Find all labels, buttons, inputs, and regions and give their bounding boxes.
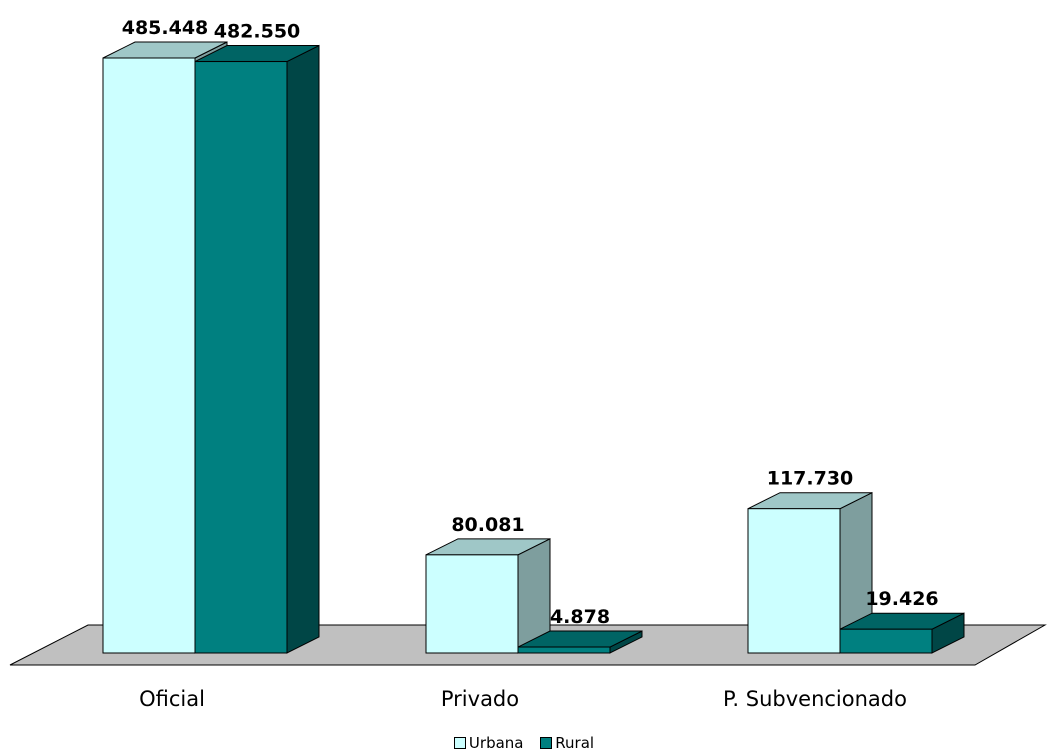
category-labels-group: Oficial Privado P. Subvencionado <box>139 687 907 711</box>
category-label: Privado <box>441 687 519 711</box>
legend-label-rural: Rural <box>555 734 595 752</box>
bar-p-subvencionado-rural <box>839 612 965 654</box>
bar-p-subvencionado-urbana <box>747 491 873 654</box>
category-label: Oficial <box>139 687 205 711</box>
legend-label-urbana: Urbana <box>468 734 524 752</box>
value-label-oficial-urbana: 485.448 <box>122 17 209 39</box>
legend-swatch-urbana <box>453 737 466 749</box>
bar-front-p-subvencionado-urbana <box>747 508 841 654</box>
value-label-oficial-rural: 482.550 <box>214 21 301 43</box>
value-label-p-subvencionado-rural: 19.426 <box>865 588 938 610</box>
bar-privado-rural <box>517 630 643 654</box>
bar-front-privado-urbana <box>425 554 519 654</box>
bars-group <box>102 41 965 654</box>
value-labels-group: 485.448 482.550 80.081 4.878 117.730 19.426 <box>122 17 939 628</box>
legend-item-rural: Rural <box>540 734 594 752</box>
bar-side-oficial-rural <box>286 44 320 654</box>
bar-front-oficial-rural <box>194 61 288 654</box>
value-label-privado-rural: 4.878 <box>550 606 610 628</box>
legend-swatch-rural <box>540 737 553 749</box>
bar-front-oficial-urbana <box>102 57 196 654</box>
value-label-privado-urbana: 80.081 <box>451 514 524 536</box>
value-label-p-subvencionado-urbana: 117.730 <box>767 468 854 490</box>
bar-privado-urbana <box>425 538 551 654</box>
chart: 485.448 482.550 80.081 4.878 117.730 19.426 O… <box>9 17 1047 711</box>
bar-front-privado-rural <box>517 646 611 654</box>
legend-item-urbana: Urbana <box>453 734 524 752</box>
bar-front-p-subvencionado-rural <box>839 628 933 654</box>
bar-oficial-rural <box>194 44 320 654</box>
category-label: P. Subvencionado <box>723 687 907 711</box>
legend: Urbana Rural <box>0 734 1048 752</box>
